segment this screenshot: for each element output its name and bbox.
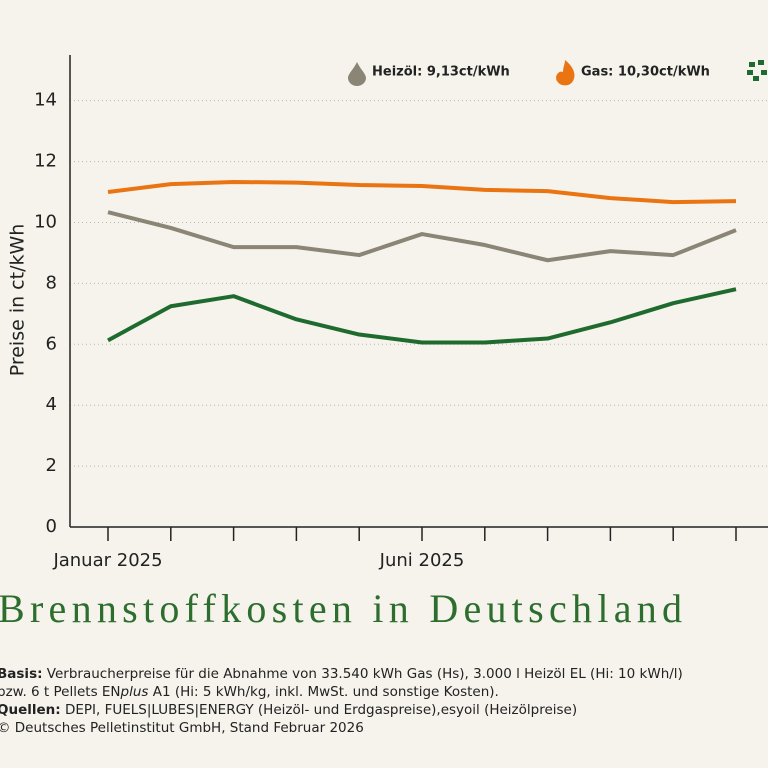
y-tick-label: 12 [34, 151, 57, 172]
note-label: Quellen: [0, 702, 61, 718]
series-line [107, 287, 737, 345]
note-label: Basis: [0, 666, 43, 682]
y-tick-label: 2 [46, 455, 57, 476]
note-text: Verbraucherpreise für die Abnahme von 33… [47, 666, 683, 682]
y-tick-label: 6 [46, 333, 57, 354]
x-tick-label: Januar 2025 [52, 550, 162, 571]
note-copyright: © Deutsches Pelletinstitut GmbH, Stand F… [0, 720, 364, 736]
plot: 0 2 4 6 8 10 12 14 Januar 2025 Juni 2025 Heizöl: 9… [34, 55, 768, 571]
series-line [107, 210, 737, 263]
note-text: bzw. 6 t Pellets EN [0, 684, 121, 700]
chart-title: Brennstoffkosten in Deutschland [0, 586, 682, 631]
note-text: plus [120, 684, 149, 700]
note-text: A1 (Hi: 5 kWh/kg, inkl. MwSt. und sonsti… [148, 684, 498, 700]
legend-icon [556, 60, 575, 86]
legend-label: Gas: 10,30ct/kWh [581, 65, 710, 80]
y-tick-label: 4 [46, 394, 57, 415]
note-text: DEPI, FUELS|LUBES|ENERGY (Heizöl- und Er… [65, 702, 577, 718]
y-tick-label: 0 [46, 516, 57, 537]
note-basis: Basis: Verbraucherpreise für die Abnahme… [0, 666, 683, 682]
series-line [107, 179, 737, 205]
y-tick-label: 8 [46, 272, 57, 293]
note-sources: Quellen: DEPI, FUELS|LUBES|ENERGY (Heizö… [0, 702, 577, 718]
legend-icon [747, 60, 767, 81]
x-tick-label: Juni 2025 [379, 550, 465, 571]
y-tick-label: 14 [34, 90, 57, 111]
legend-icon [348, 62, 366, 86]
note-basis-2: bzw. 6 t Pellets ENplus A1 (Hi: 5 kWh/kg… [0, 684, 499, 700]
legend-label: Heizöl: 9,13ct/kWh [372, 65, 510, 80]
y-axis-label: Preise in ct/kWh [7, 224, 29, 377]
y-tick-label: 10 [34, 211, 57, 232]
